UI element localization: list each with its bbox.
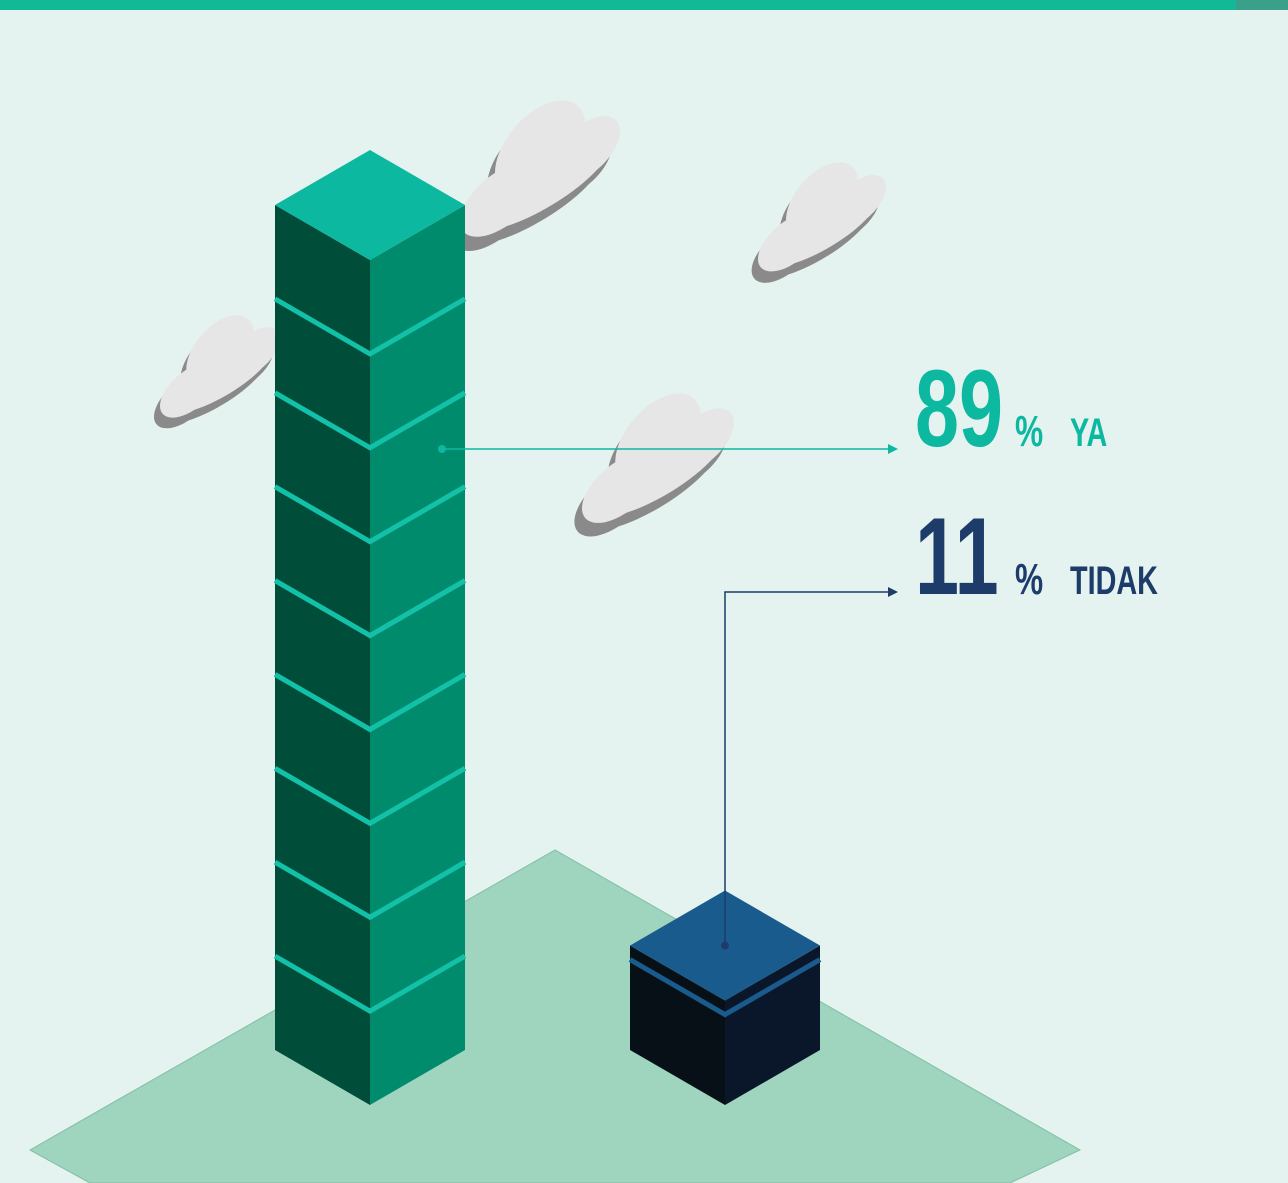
cloud-body — [765, 191, 879, 267]
connector-line — [724, 591, 888, 946]
category-label: TIDAK — [1070, 558, 1158, 603]
block-separator — [273, 860, 467, 921]
tower — [273, 150, 467, 1105]
cloud — [452, 100, 620, 252]
block-separator — [273, 766, 467, 827]
clouds — [154, 100, 887, 537]
tower-right-face — [725, 945, 820, 1105]
cloud — [751, 162, 887, 283]
connector-arrow — [888, 587, 898, 597]
block-separator — [273, 484, 467, 545]
block-separator — [273, 953, 467, 1014]
connector-arrow — [888, 444, 898, 454]
category-label: YA — [1070, 410, 1107, 455]
block-separator — [273, 578, 467, 639]
cloud — [574, 393, 735, 537]
unit-group: % — [1015, 555, 1043, 604]
labels: 89% YA 11% TIDAK — [438, 347, 1158, 950]
towers — [273, 150, 822, 1105]
unit-label: % — [1015, 555, 1043, 604]
value-label-group: 89 — [915, 347, 1003, 470]
tower-left-face — [630, 945, 725, 1105]
block-separator — [273, 390, 467, 451]
unit-group: % — [1015, 407, 1043, 456]
category-group: TIDAK — [1070, 558, 1158, 603]
block-separator — [628, 957, 822, 1018]
category-group: YA — [1070, 410, 1107, 455]
block-separator — [273, 672, 467, 733]
tower-right-face — [370, 205, 465, 1105]
cloud-body — [167, 342, 273, 413]
unit-label: % — [1015, 407, 1043, 456]
tower-top-face — [275, 150, 465, 260]
cloud-body — [470, 137, 610, 231]
top-bar-corner — [1236, 0, 1288, 10]
value-label-group: 11 — [915, 495, 999, 618]
value-label: 89 — [915, 347, 1003, 470]
cloud — [154, 315, 280, 429]
tower-left-face — [275, 205, 370, 1105]
block-separator — [273, 296, 467, 357]
ground — [28, 849, 1082, 1183]
cloud-body — [591, 428, 725, 517]
top-bar — [0, 0, 1288, 10]
value-label: 11 — [915, 495, 999, 618]
